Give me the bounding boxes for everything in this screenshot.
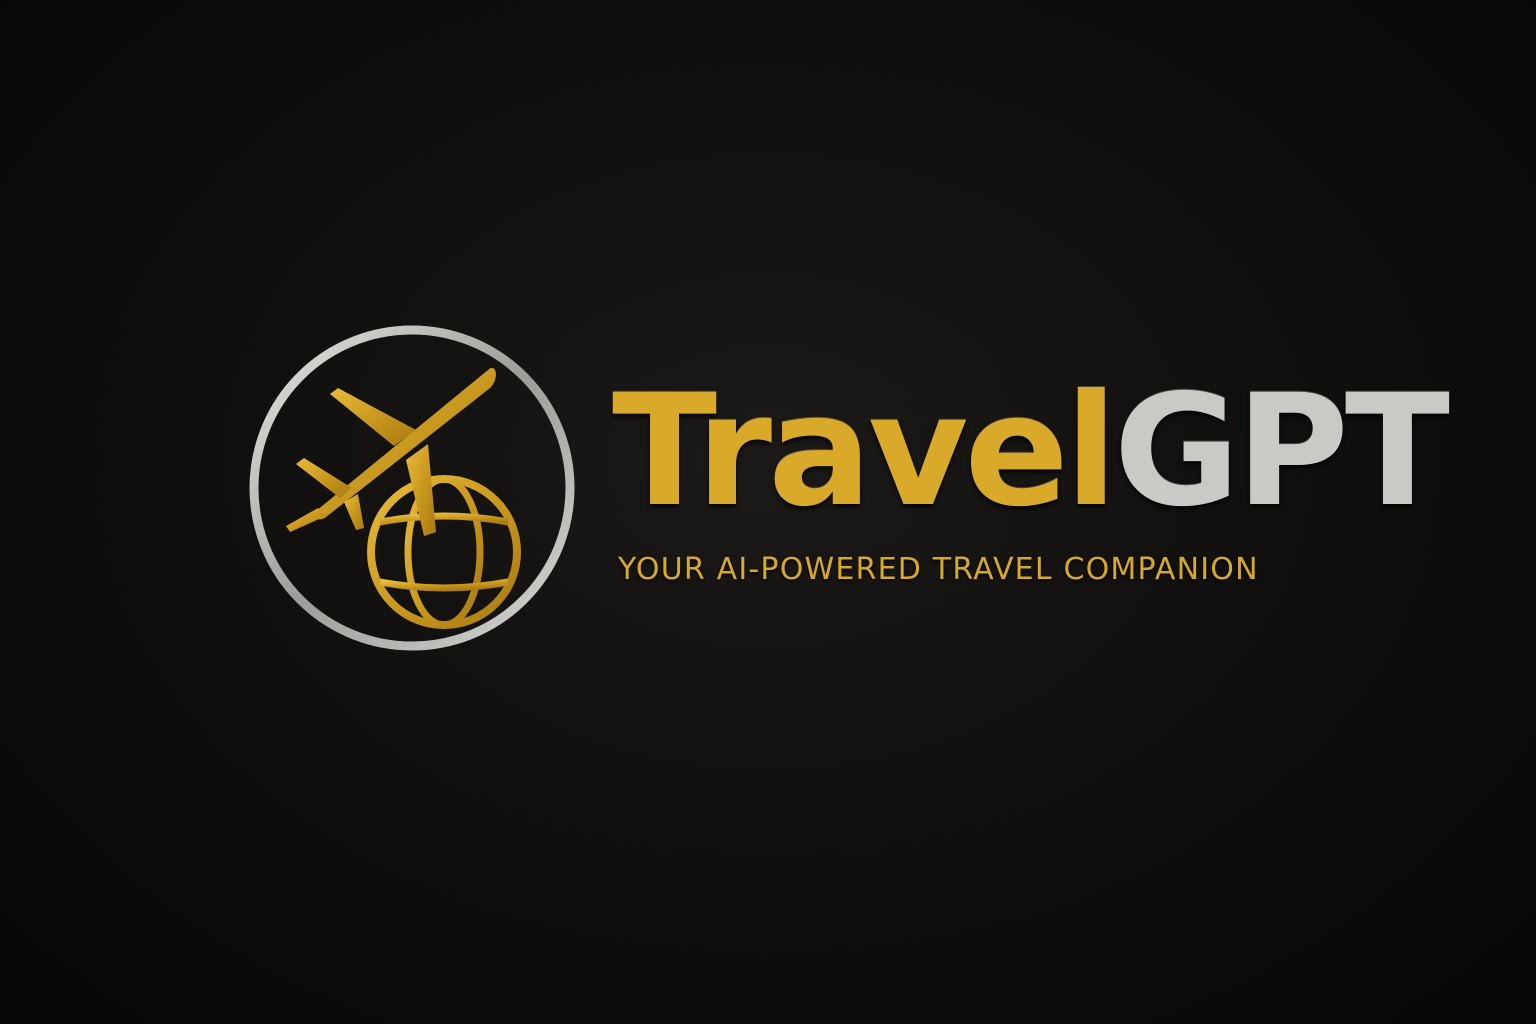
brand-tagline: YOUR AI-POWERED TRAVEL COMPANION [618, 552, 1259, 587]
brand-name-secondary: GPT [1113, 362, 1450, 541]
globe-icon [367, 475, 521, 629]
brand-wordmark: TravelGPT [612, 372, 1450, 532]
brand-emblem [246, 322, 578, 654]
airplane-icon [286, 367, 496, 536]
brand-name-primary: Travel [612, 362, 1118, 541]
emblem-ring [249, 325, 575, 651]
